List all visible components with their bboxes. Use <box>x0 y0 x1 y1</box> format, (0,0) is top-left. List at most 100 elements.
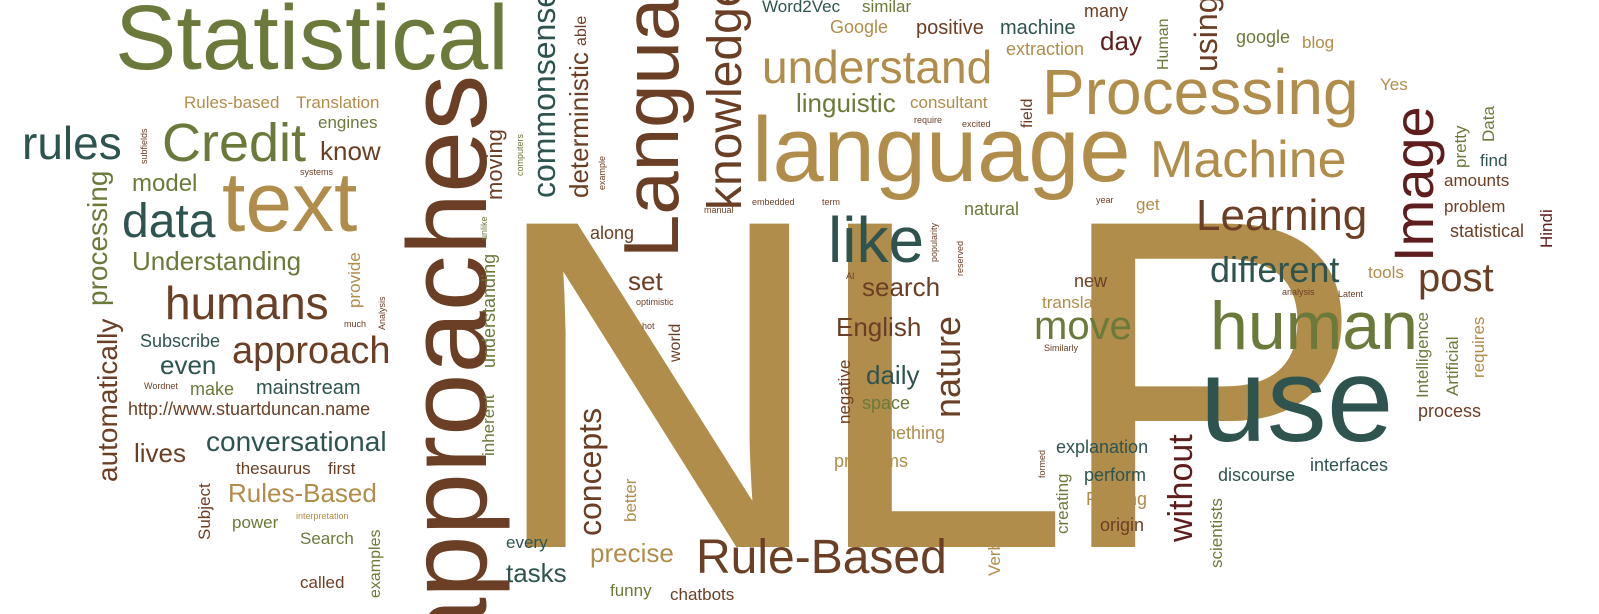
word-new: new <box>1074 272 1107 290</box>
word-data-cap: Data <box>1480 106 1497 142</box>
word-understand: understand <box>762 44 992 90</box>
word-rules: rules <box>22 120 122 166</box>
word-scientists: scientists <box>1208 498 1225 568</box>
word-translation: translation <box>1042 294 1120 311</box>
word-credit: Credit <box>162 116 306 170</box>
word-hindi: Hindi <box>1538 209 1555 248</box>
word-url: http://www.stuartduncan.name <box>128 400 370 418</box>
word-know: know <box>320 138 381 164</box>
word-statistical-lower: statistical <box>1450 222 1524 240</box>
word-subject: Subject <box>196 483 213 540</box>
word-unlike: unlike <box>480 216 489 240</box>
word-engines: engines <box>318 114 378 131</box>
word-get: get <box>1136 196 1160 213</box>
word-much: much <box>344 320 366 329</box>
word-funny: funny <box>610 582 652 599</box>
word-similar: similar <box>862 0 911 15</box>
word-amounts: amounts <box>1444 172 1509 189</box>
word-machine-cap: Machine <box>1150 134 1347 186</box>
word-image: Image <box>1386 106 1442 262</box>
word-blog: blog <box>1302 34 1334 51</box>
word-artificial: Artificial <box>1444 336 1461 396</box>
word-popularity: popularity <box>930 223 939 262</box>
word-like: like <box>828 208 924 272</box>
word-processing: processing <box>84 171 112 306</box>
word-able: able <box>574 16 590 46</box>
word-mainstream: mainstream <box>256 378 360 398</box>
word-lives: lives <box>134 440 186 466</box>
word-field: field <box>1020 99 1036 128</box>
word-subfields: subfields <box>140 128 149 164</box>
word-optimistic: optimistic <box>636 298 674 307</box>
word-manual: manual <box>704 206 734 215</box>
word-yes: Yes <box>1380 76 1408 93</box>
word-model: model <box>132 172 197 196</box>
word-interpretation: interpretation <box>296 512 349 521</box>
word-called: called <box>300 574 344 591</box>
word-positive: positive <box>916 18 984 38</box>
word-statistical: Statistical <box>115 0 509 84</box>
word-wordnet: Wordnet <box>144 382 178 391</box>
word-english: English <box>836 314 921 340</box>
word-origin: origin <box>1100 516 1144 534</box>
word-human-cap: Human <box>1156 18 1172 70</box>
word-better: better <box>622 479 639 522</box>
word-consultant: consultant <box>910 94 988 111</box>
word-understanding: understanding <box>480 254 498 368</box>
word-concepts: concepts <box>574 408 606 536</box>
word-every: every <box>506 534 548 551</box>
word-requires: requires <box>1470 317 1487 378</box>
word-tasks: tasks <box>506 560 567 586</box>
word-rules-based-cap: Rules-Based <box>228 480 377 506</box>
word-natural: natural <box>964 200 1019 218</box>
word-word2vec: Word2Vec <box>762 0 840 15</box>
word-world: world <box>668 324 684 362</box>
word-excited: excited <box>962 120 991 129</box>
word-similarly: Similarly <box>1044 344 1078 353</box>
word-human: human <box>1210 292 1418 360</box>
word-make: make <box>190 380 234 398</box>
word-nature: nature <box>930 316 966 418</box>
word-different: different <box>1210 252 1339 288</box>
word-formed: formed <box>1038 450 1047 478</box>
word-interfaces: interfaces <box>1310 456 1388 474</box>
word-machine: machine <box>1000 18 1076 38</box>
word-conversational: conversational <box>206 428 387 456</box>
word-hot: hot <box>642 322 655 331</box>
word-extraction: extraction <box>1006 40 1084 58</box>
word-translation-cap: Translation <box>296 94 379 111</box>
word-humans: humans <box>165 280 329 326</box>
word-term: term <box>822 198 840 207</box>
word-systems: systems <box>300 168 333 177</box>
word-day: day <box>1100 28 1142 54</box>
word-tools: tools <box>1368 264 1404 281</box>
word-year: year <box>1096 196 1114 205</box>
word-explanation: explanation <box>1056 438 1148 456</box>
word-ai: AI <box>846 272 855 281</box>
word-search: search <box>862 274 940 300</box>
word-knowledge: knowledge <box>702 0 750 210</box>
word-rule-based: Rule-Based <box>696 534 947 582</box>
word-inherent: inherent <box>480 395 497 456</box>
word-problems: problems <box>834 452 908 470</box>
word-analysis: analysis <box>1282 288 1315 297</box>
word-precise: precise <box>590 540 674 566</box>
word-space: space <box>862 394 910 412</box>
word-idea: idea <box>958 0 988 4</box>
word-moving: moving <box>484 129 506 200</box>
word-google: google <box>1236 28 1290 46</box>
word-google-cap: Google <box>830 18 888 36</box>
word-data: data <box>122 198 215 246</box>
word-first: first <box>328 460 355 477</box>
word-automatically: automatically <box>94 319 122 482</box>
word-something: something <box>862 424 945 442</box>
word-parsing: Parsing <box>1086 490 1147 508</box>
word-analysis-cap: Analysis <box>378 296 387 330</box>
word-problem: problem <box>1444 198 1505 215</box>
word-find: find <box>1480 152 1507 169</box>
word-thesaurus: thesaurus <box>236 460 311 477</box>
word-learning-cap: Learning <box>1196 194 1367 238</box>
word-linguistic: linguistic <box>796 90 896 116</box>
word-intelligence: Intelligence <box>1414 312 1431 398</box>
